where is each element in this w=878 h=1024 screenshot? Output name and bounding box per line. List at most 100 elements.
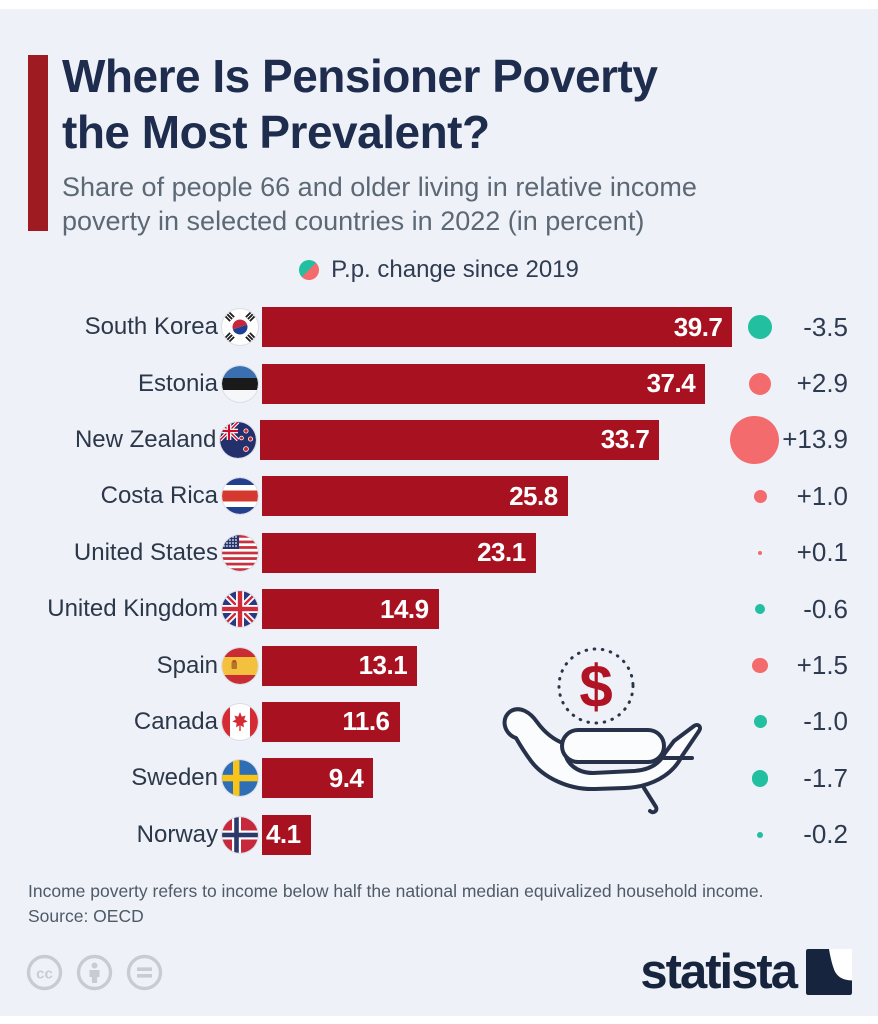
bar-zone: 13.1 <box>262 645 732 686</box>
change-dot-icon <box>748 372 772 395</box>
change-dot-icon <box>757 831 763 838</box>
country-label: Canada <box>133 707 218 735</box>
poverty-bar: 37.4 <box>262 363 706 404</box>
change-value: -0.6 <box>803 593 848 624</box>
chart-rows: South Korea 39.7 -3.5 Estonia 37.4 +2.9 New Z… <box>0 299 878 863</box>
change-dot-icon <box>751 769 769 787</box>
bar-value: 25.8 <box>509 480 558 511</box>
change-value: -3.5 <box>803 311 848 342</box>
change-dot-icon <box>753 715 767 729</box>
chart-row-united-states: United States 23.1 +0.1 <box>0 525 878 581</box>
flag-canada-icon <box>218 703 262 740</box>
flag-united-states-icon <box>218 534 262 571</box>
bar-value: 13.1 <box>358 650 408 681</box>
chart-row-norway: Norway 4.1 -0.2 <box>0 807 878 863</box>
hand-dollar-icon: $ <box>502 647 703 815</box>
bar-value: 9.4 <box>328 762 364 793</box>
country-label: United States <box>73 538 218 566</box>
bar-value: 23.1 <box>477 537 526 568</box>
bar-zone: 11.6 <box>262 701 732 742</box>
bar-zone: 14.9 <box>262 589 732 630</box>
legend-label: P.p. change since 2019 <box>331 256 579 283</box>
subtitle-line2: poverty in selected countries in 2022 (i… <box>62 206 645 236</box>
source: Source: OECD <box>28 906 144 926</box>
change-value: -1.0 <box>803 706 848 737</box>
change-value: -1.7 <box>803 762 848 793</box>
poverty-bar: 9.4 <box>262 758 374 799</box>
flag-estonia-icon <box>218 365 262 402</box>
change-dot-zone <box>732 604 788 615</box>
flag-south-korea-icon <box>218 309 262 346</box>
change-dot-zone <box>732 315 788 340</box>
chart-row-spain: Spain 13.1 +1.5 <box>0 637 878 693</box>
country-label: United Kingdom <box>47 595 218 623</box>
bottom-border <box>0 1016 878 1024</box>
flag-costa-rica-icon <box>218 478 262 515</box>
svg-text:cc: cc <box>36 966 53 983</box>
legend-dot-icon <box>299 260 320 280</box>
change-dot-zone <box>727 415 783 465</box>
change-dot-zone <box>732 550 788 555</box>
change-dot-icon <box>757 550 763 555</box>
change-dot-icon <box>753 489 767 503</box>
statista-logo-mark <box>806 949 852 995</box>
country-label: Estonia <box>137 369 218 397</box>
change-dot-zone <box>732 372 788 395</box>
attribution-icon[interactable] <box>76 954 113 991</box>
top-border <box>0 0 878 9</box>
country-label: South Korea <box>84 313 218 341</box>
bar-value: 11.6 <box>342 706 390 737</box>
poverty-bar: 13.1 <box>262 645 418 686</box>
change-dot-icon <box>752 657 768 674</box>
flag-norway-icon <box>218 816 262 853</box>
bar-value: 14.9 <box>379 593 429 624</box>
bar-zone: 23.1 <box>262 532 732 573</box>
bar-zone: 9.4 <box>262 758 732 799</box>
bar-zone: 33.7 <box>260 419 727 460</box>
poverty-bar: 4.1 <box>262 814 311 855</box>
statista-wordmark: statista <box>640 945 798 999</box>
change-dot-icon <box>747 315 773 340</box>
poverty-bar: 25.8 <box>262 476 568 517</box>
flag-sweden-icon <box>218 760 262 797</box>
chart-row-costa-rica: Costa Rica 25.8 +1.0 <box>0 468 878 524</box>
country-label: New Zealand <box>74 425 217 453</box>
change-dot-icon <box>730 415 779 465</box>
country-label: Sweden <box>131 764 218 792</box>
footnote: Income poverty refers to income below ha… <box>28 881 764 901</box>
chart-row-canada: Canada 11.6 -1.0 <box>0 694 878 750</box>
change-dot-zone <box>732 715 788 729</box>
change-value: +1.0 <box>796 480 848 511</box>
equals-icon[interactable] <box>126 954 163 991</box>
country-label: Norway <box>136 820 218 848</box>
page-title: Where Is Pensioner Poverty the Most Prev… <box>62 48 802 160</box>
change-value: +0.1 <box>796 537 848 568</box>
bar-zone: 37.4 <box>262 363 732 404</box>
poverty-bar: 39.7 <box>262 307 733 348</box>
bar-value: 4.1 <box>265 819 301 850</box>
bar-zone: 39.7 <box>262 307 733 348</box>
chart-row-south-korea: South Korea 39.7 -3.5 <box>0 299 878 355</box>
cc-icon[interactable]: cc <box>26 954 63 991</box>
country-label: Costa Rica <box>100 482 218 510</box>
page-subtitle: Share of people 66 and older living in r… <box>62 170 822 238</box>
flag-new-zealand-icon <box>216 421 260 458</box>
title-accent-bar <box>28 55 48 231</box>
license-icons: cc <box>26 954 163 991</box>
flag-spain-icon <box>218 647 262 684</box>
flag-united-kingdom-icon <box>218 591 262 628</box>
poverty-bar: 14.9 <box>262 589 439 630</box>
title-line2: the Most Prevalent? <box>62 106 490 158</box>
change-dot-zone <box>732 769 788 787</box>
change-dot-icon <box>754 604 766 615</box>
change-value: +13.9 <box>782 424 848 455</box>
dotted-circle-icon <box>557 647 635 725</box>
title-line1: Where Is Pensioner Poverty <box>62 50 658 102</box>
poverty-bar: 11.6 <box>262 701 400 742</box>
chart-row-united-kingdom: United Kingdom 14.9 -0.6 <box>0 581 878 637</box>
statista-logo[interactable]: statista <box>640 944 852 1000</box>
bar-zone: 25.8 <box>262 476 732 517</box>
bar-value: 33.7 <box>600 424 650 455</box>
subtitle-line1: Share of people 66 and older living in r… <box>62 172 697 202</box>
poverty-bar: 23.1 <box>262 532 536 573</box>
